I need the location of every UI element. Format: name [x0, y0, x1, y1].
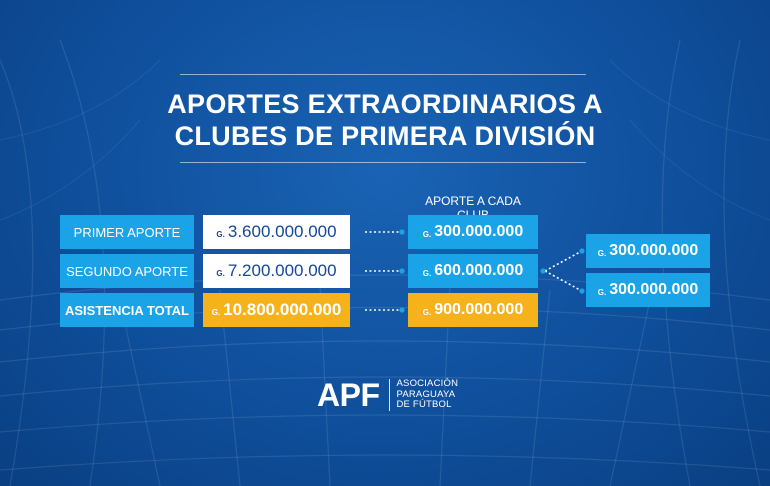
row-amount-primer-aporte: G. 3.600.000.000 [203, 215, 350, 249]
currency-prefix: G. [216, 268, 225, 278]
logo-name: ASOCIACIÓN PARAGUAYA DE FÚTBOL [397, 379, 459, 411]
amount-value: 7.200.000.000 [227, 261, 337, 280]
split-value: 300.000.000 [609, 281, 699, 298]
currency-prefix: G. [597, 248, 607, 258]
per-club-value: 300.000.000 [434, 223, 524, 240]
connector-dot [579, 248, 585, 254]
row-label-text: SEGUNDO APORTE [66, 263, 188, 279]
connector-dot [540, 268, 546, 274]
title-line-1: APORTES EXTRAORDINARIOS A [167, 89, 603, 119]
logo-mark: APF [317, 377, 380, 413]
logo-divider [388, 379, 390, 411]
split-amount-2: G. 300.000.000 [586, 273, 710, 307]
title-rule-bottom [180, 162, 586, 163]
page-title: APORTES EXTRAORDINARIOS A CLUBES DE PRIM… [150, 88, 620, 152]
connector-split-2 [544, 270, 581, 291]
amount-value: 3.600.000.000 [227, 222, 337, 241]
logo-name-line: PARAGUAYA [396, 388, 456, 400]
title-line-2: CLUBES DE PRIMERA DIVISIÓN [174, 121, 596, 151]
connector-dot [399, 307, 405, 313]
per-club-value: 900.000.000 [434, 301, 524, 318]
row-label-text: PRIMER APORTE [73, 224, 181, 240]
connector-dot [399, 268, 405, 274]
connector-split-1 [544, 251, 581, 272]
currency-prefix: G. [211, 307, 221, 317]
split-value: 300.000.000 [609, 242, 699, 259]
row-label-asistencia-total: ASISTENCIA TOTAL [60, 293, 194, 327]
currency-prefix: G. [422, 307, 432, 317]
currency-prefix: G. [597, 287, 607, 297]
logo-name-line: ASOCIACIÓN [396, 378, 459, 390]
apf-logo: APF ASOCIACIÓN PARAGUAYA DE FÚTBOL [317, 379, 458, 411]
currency-prefix: G. [422, 229, 432, 239]
connector-dot [399, 229, 405, 235]
logo-name-line: DE FÚTBOL [396, 399, 452, 411]
row-amount-asistencia-total: G. 10.800.000.000 [203, 293, 350, 327]
per-club-asistencia-total: G. 900.000.000 [408, 293, 538, 327]
currency-prefix: G. [422, 268, 432, 278]
per-club-value: 600.000.000 [434, 262, 524, 279]
row-label-segundo-aporte: SEGUNDO APORTE [60, 254, 194, 288]
currency-prefix: G. [216, 229, 225, 239]
title-rule-top [180, 74, 586, 75]
split-amount-1: G. 300.000.000 [586, 234, 710, 268]
per-club-segundo-aporte: G. 600.000.000 [408, 254, 538, 288]
connector-dot [579, 288, 585, 294]
row-amount-segundo-aporte: G. 7.200.000.000 [203, 254, 350, 288]
row-label-primer-aporte: PRIMER APORTE [60, 215, 194, 249]
per-club-primer-aporte: G. 300.000.000 [408, 215, 538, 249]
row-label-text: ASISTENCIA TOTAL [65, 302, 189, 318]
amount-value: 10.800.000.000 [223, 300, 342, 319]
